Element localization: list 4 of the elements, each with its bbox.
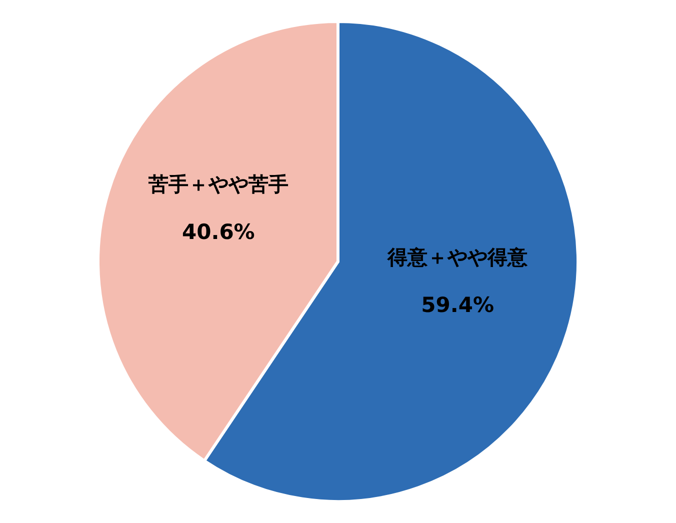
- data-label: 40.6%: [182, 220, 255, 244]
- slice-label: 苦手＋やや苦手: [147, 172, 288, 196]
- data-label: 59.4%: [421, 292, 494, 317]
- slice-label: 得意＋やや得意: [386, 244, 529, 269]
